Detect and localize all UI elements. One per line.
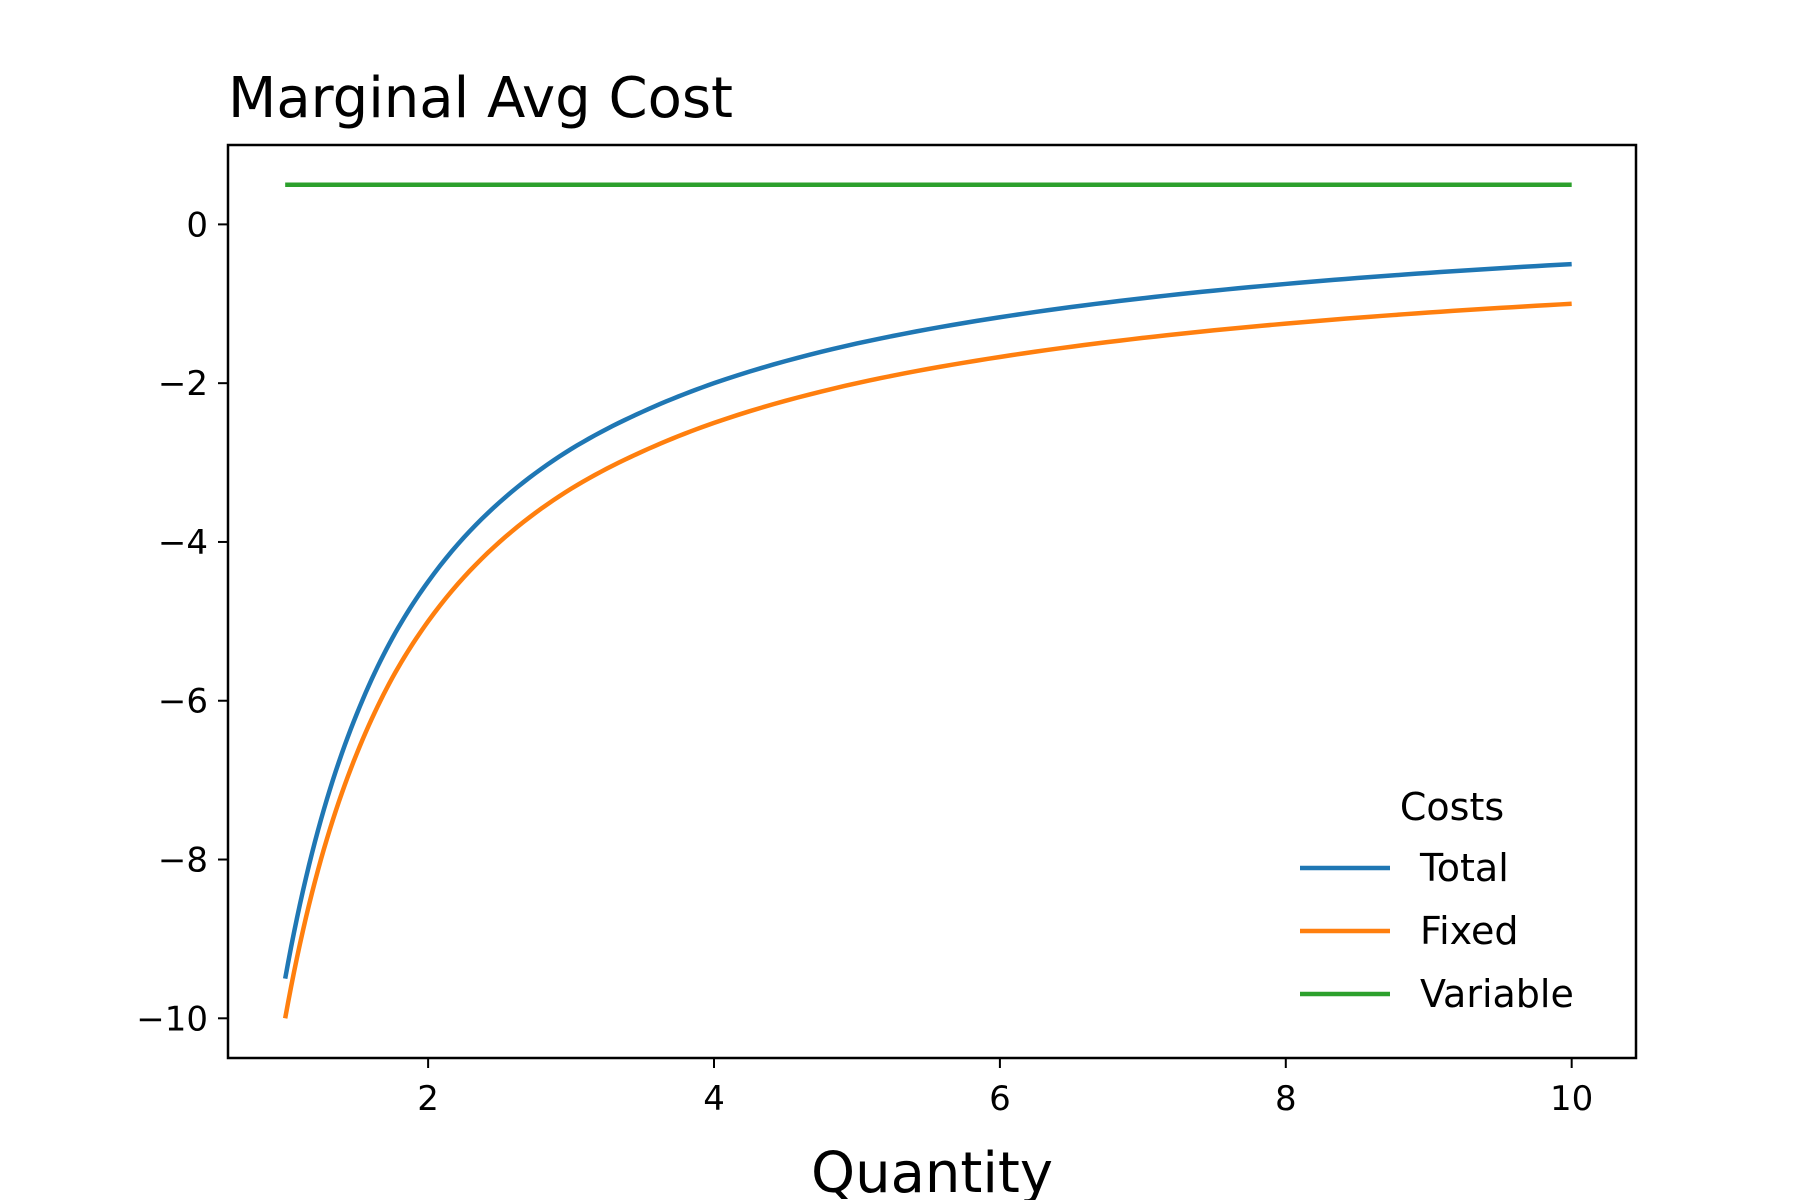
x-axis-label: Quantity [811,1141,1053,1200]
y-tick-label: 0 [186,205,208,245]
y-tick-label: −6 [158,682,208,722]
chart-title: Marginal Avg Cost [228,66,733,131]
x-tick-label: 2 [417,1079,439,1119]
series-line-fixed [282,301,1572,1019]
legend-title: Costs [1400,785,1504,829]
plot-frame [226,143,1638,1060]
legend-label-variable: Variable [1420,972,1574,1016]
series-layer [282,182,1572,1019]
axes-layer: 2 4 6 8 10 0 −2 −4 −6 −8 −10 [136,205,1593,1119]
y-tick-label: −10 [136,999,208,1039]
legend: Costs Total Fixed Variable [1300,785,1574,1016]
x-tick-label: 10 [1550,1079,1593,1119]
legend-label-fixed: Fixed [1420,909,1518,953]
y-tick-label: −8 [158,841,208,881]
y-tick-label: −2 [158,364,208,404]
y-tick-label: −4 [158,523,208,563]
x-tick-label: 4 [703,1079,725,1119]
legend-label-total: Total [1419,846,1509,890]
x-tick-label: 6 [989,1079,1011,1119]
x-tick-label: 8 [1275,1079,1297,1119]
series-line-total [282,261,1572,980]
